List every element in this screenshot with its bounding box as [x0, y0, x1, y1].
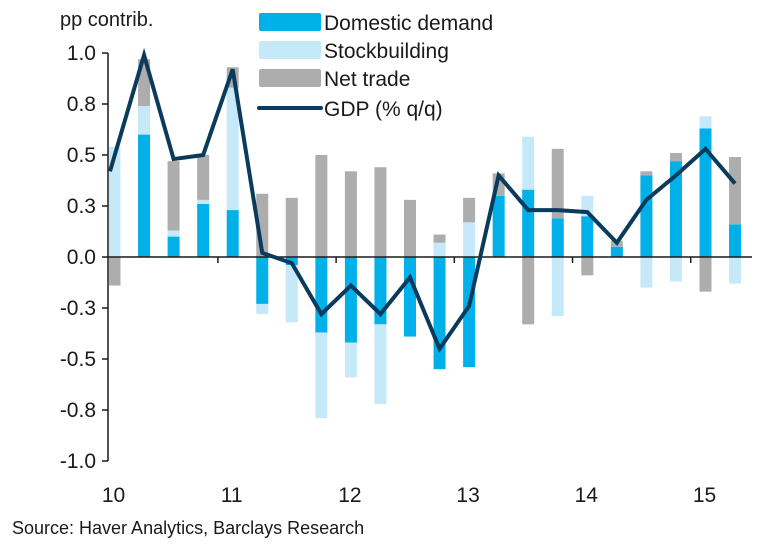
- bar-stockbuilding-2011Q1: [226, 87, 239, 211]
- bar-domestic-demand-2011Q2: [256, 257, 269, 304]
- bar-net-trade-2015Q2: [729, 157, 742, 225]
- x-tick-label: 13: [456, 484, 479, 507]
- bar-domestic-demand-2014Q2: [610, 246, 623, 257]
- bar-net-trade-2015Q1: [699, 257, 712, 292]
- bar-net-trade-2010Q1: [109, 257, 121, 286]
- bar-domestic-demand-2013Q4: [551, 218, 564, 257]
- y-axis-label: pp contrib.: [60, 9, 153, 31]
- bar-net-trade-2011Q3: [285, 197, 298, 257]
- bar-stockbuilding-2011Q2: [256, 303, 269, 315]
- x-tick-label: 10: [102, 484, 125, 507]
- bar-stockbuilding-2012Q1: [344, 342, 357, 378]
- bar-stockbuilding-2013Q1: [463, 222, 476, 257]
- legend-label-domestic-demand: Domestic demand: [324, 12, 493, 35]
- x-tick-label: 14: [575, 484, 599, 507]
- x-tick-label: 12: [338, 484, 361, 507]
- bar-stockbuilding-2014Q3: [640, 257, 653, 288]
- bar-stockbuilding-2013Q3: [522, 136, 535, 190]
- bar-net-trade-2013Q1: [463, 197, 476, 223]
- bar-stockbuilding-2010Q4: [197, 199, 210, 204]
- bar-domestic-demand-2012Q4: [433, 257, 446, 370]
- source-note: Source: Haver Analytics, Barclays Resear…: [12, 518, 365, 538]
- bar-domestic-demand-2014Q4: [669, 161, 682, 257]
- legend-label-net-trade: Net trade: [324, 68, 410, 91]
- y-tick-label: 0.0: [67, 246, 96, 269]
- gdp-line: [108, 47, 737, 353]
- y-tick-label: 0.3: [67, 195, 96, 218]
- bar-stockbuilding-2012Q4: [433, 242, 446, 257]
- y-tick-label: 0.5: [67, 144, 96, 167]
- legend-label-stockbuilding: Stockbuilding: [324, 40, 449, 63]
- bar-domestic-demand-2010Q2: [138, 134, 151, 257]
- bar-domestic-demand-2014Q1: [581, 216, 594, 257]
- bar-stockbuilding-2012Q2: [374, 324, 387, 404]
- bar-domestic-demand-2012Q3: [404, 257, 416, 337]
- bar-stockbuilding-2015Q2: [729, 257, 742, 284]
- bar-stockbuilding-2010Q3: [167, 230, 180, 237]
- bar-stockbuilding-2014Q4: [669, 257, 682, 282]
- legend-swatch-stockbuilding: [259, 41, 321, 59]
- bar-stockbuilding-2011Q4: [315, 332, 328, 419]
- bar-domestic-demand-2011Q4: [315, 257, 328, 333]
- bar-net-trade-2013Q3: [522, 257, 535, 325]
- bar-domestic-demand-2013Q2: [492, 195, 505, 257]
- bar-domestic-demand-2015Q2: [729, 224, 742, 257]
- bar-net-trade-2012Q4: [433, 234, 446, 243]
- gdp-line-layer: [108, 47, 737, 353]
- bar-net-trade-2010Q3: [167, 161, 180, 231]
- legend-label-gdp-q-q: GDP (% q/q): [324, 98, 443, 121]
- bar-domestic-demand-2012Q1: [344, 257, 357, 343]
- bar-stockbuilding-2013Q4: [551, 257, 564, 317]
- bar-net-trade-2011Q4: [315, 155, 328, 257]
- bar-domestic-demand-2013Q3: [522, 189, 535, 257]
- y-tick-label: -1.0: [60, 450, 96, 473]
- bar-domestic-demand-2010Q3: [167, 236, 180, 257]
- bar-domestic-demand-2015Q1: [699, 128, 712, 257]
- bar-net-trade-2013Q4: [551, 148, 564, 219]
- bar-stockbuilding-2010Q2: [138, 106, 151, 135]
- bar-stockbuilding-2010Q1: [109, 146, 121, 257]
- bar-stockbuilding-2011Q3: [285, 265, 298, 323]
- y-tick-label: 0.8: [67, 93, 96, 116]
- legend-swatch-net-trade: [259, 69, 321, 87]
- bar-net-trade-2012Q2: [374, 167, 387, 257]
- bar-net-trade-2014Q1: [581, 257, 594, 276]
- x-tick-label: 11: [221, 484, 243, 507]
- bar-net-trade-2010Q4: [197, 155, 210, 200]
- axes-layer: 1.0 0.8 0.5 0.3 0.0 -0.3 -0.5 -0.8 -1.0 10 11 12 13 1…: [60, 42, 752, 507]
- bar-domestic-demand-2011Q1: [226, 210, 239, 257]
- bar-net-trade-2014Q4: [669, 152, 682, 162]
- y-tick-label: -0.5: [60, 348, 96, 371]
- legend-swatch-domestic-demand: [259, 13, 321, 31]
- bar-net-trade-2012Q3: [404, 199, 416, 257]
- legend: Domestic demand Stockbuilding Net trade GDP…: [257, 12, 493, 121]
- y-tick-label: -0.3: [60, 297, 96, 320]
- bar-net-trade-2014Q3: [640, 171, 653, 176]
- bar-domestic-demand-2010Q4: [197, 203, 210, 257]
- bar-net-trade-2012Q1: [344, 171, 357, 257]
- y-tick-label: -0.8: [60, 399, 96, 422]
- bar-stockbuilding-2015Q1: [699, 116, 712, 129]
- x-tick-label: 15: [693, 484, 716, 507]
- bar-domestic-demand-2014Q3: [640, 175, 653, 257]
- y-tick-label: 1.0: [67, 42, 96, 65]
